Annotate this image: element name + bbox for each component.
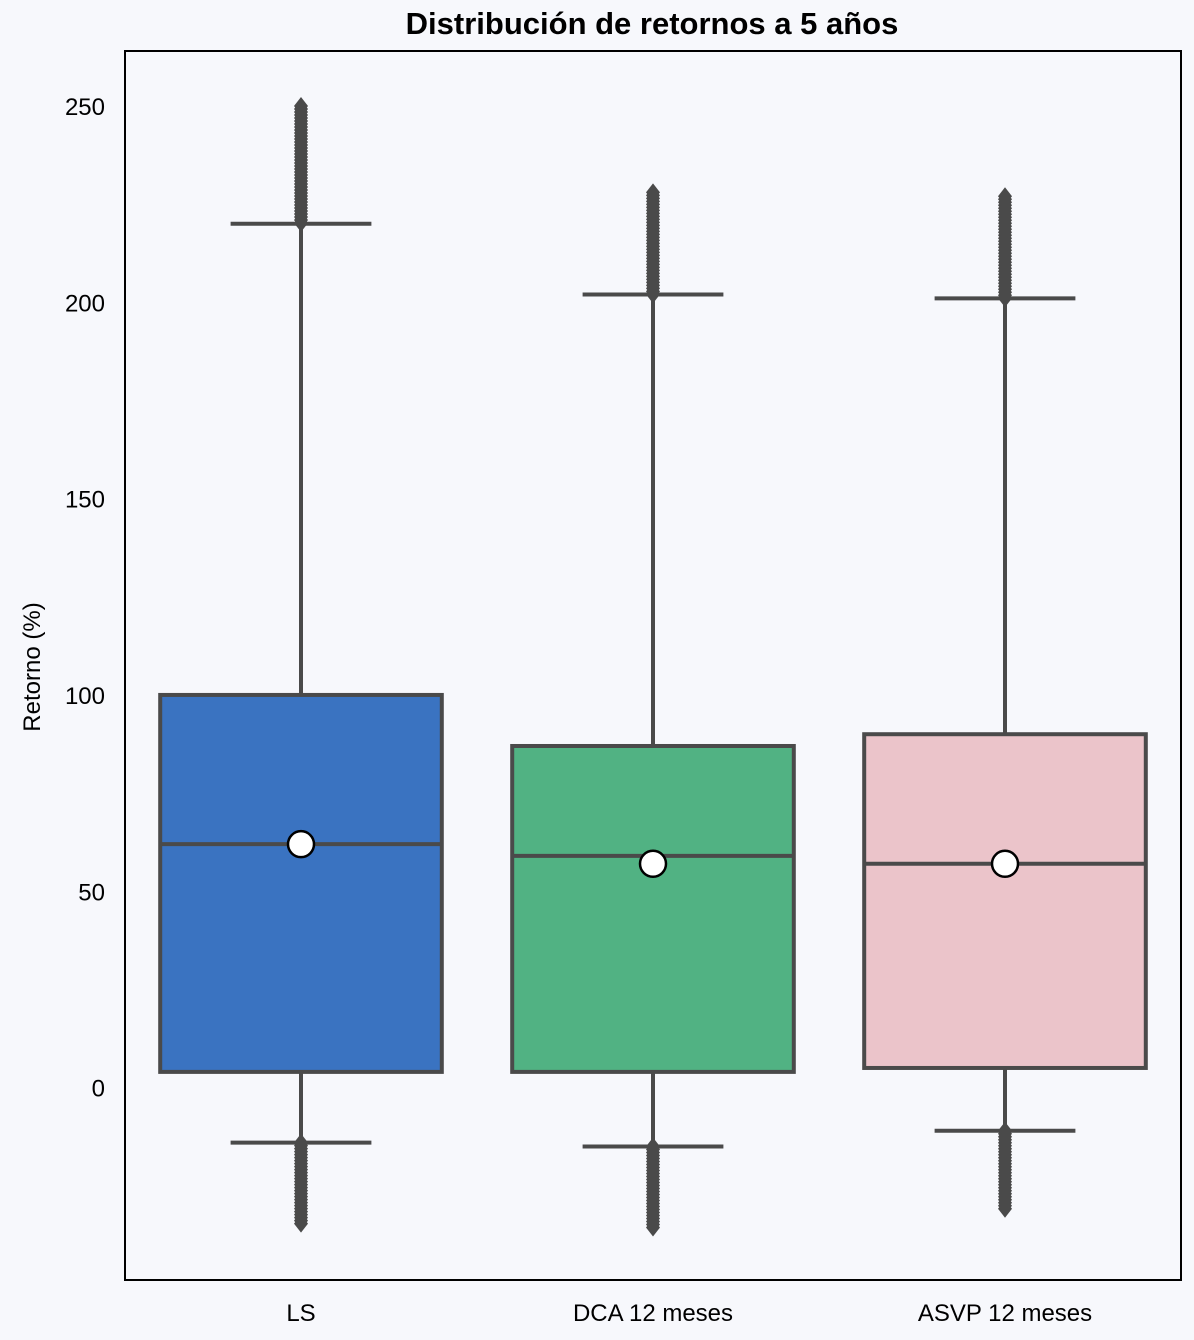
mean-marker: [638, 849, 668, 879]
outlier-low-marker: [294, 1214, 308, 1233]
y-tick-label: 200: [65, 290, 105, 317]
iqr-box: [862, 732, 1148, 1070]
outlier-low-marker: [646, 1218, 660, 1237]
mean-marker: [286, 829, 316, 859]
y-tick-label: 0: [92, 1076, 105, 1103]
box-group: [862, 187, 1148, 1218]
mean-marker: [990, 849, 1020, 879]
y-tick-label: 50: [78, 879, 105, 906]
box-group: [158, 96, 444, 1233]
iqr-box: [510, 743, 796, 1074]
iqr-box: [158, 692, 444, 1074]
chart-title: Distribución de retornos a 5 años: [406, 6, 899, 41]
y-tick-label: 100: [65, 683, 105, 710]
x-axis: LS DCA 12 meses ASVP 12 meses: [286, 1300, 1092, 1327]
y-tick-label: 150: [65, 487, 105, 514]
x-tick-label: LS: [286, 1300, 315, 1327]
y-axis-label: Retorno (%): [19, 602, 46, 731]
x-tick-label: DCA 12 meses: [573, 1300, 733, 1327]
y-axis: 0 50 100 150 200 250: [65, 94, 105, 1103]
outlier-low-marker: [998, 1199, 1012, 1218]
y-tick-label: 250: [65, 94, 105, 121]
box-group: [510, 183, 796, 1237]
box-series: [158, 96, 1148, 1237]
x-tick-label: ASVP 12 meses: [918, 1300, 1092, 1327]
